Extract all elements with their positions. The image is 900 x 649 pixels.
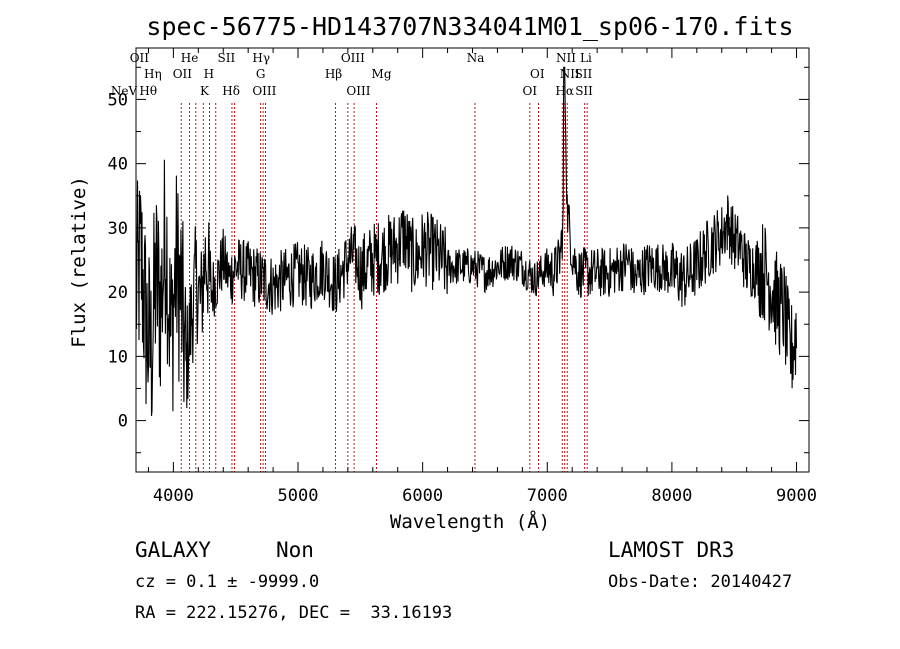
- spectral-line-label: OII: [173, 67, 193, 81]
- y-axis-label: Flux (relative): [68, 176, 90, 348]
- observation-date: Obs-Date: 20140427: [608, 572, 793, 592]
- y-tick-label: 50: [108, 90, 128, 110]
- y-tick-label: 40: [108, 155, 128, 175]
- spectral-line-label: K: [200, 84, 210, 98]
- spectral-line-label: NeV: [111, 84, 138, 98]
- spectral-line-label: Hθ: [139, 84, 157, 98]
- spectral-line-label: Hη: [144, 67, 162, 81]
- y-tick-label: 30: [108, 219, 128, 239]
- object-class: GALAXY: [135, 538, 211, 562]
- survey-name: LAMOST DR3: [608, 538, 735, 562]
- y-tick-label: 20: [108, 283, 128, 303]
- spectral-line-label: OIII: [341, 51, 365, 65]
- object-subclass: Non: [276, 538, 314, 562]
- spectral-line-label: SII: [575, 84, 593, 98]
- x-axis: 4000 5000 6000 7000 8000 9000: [147, 48, 817, 506]
- chart-title: spec-56775-HD143707N334041M01_sp06-170.f…: [146, 12, 793, 41]
- spectrum-line: [135, 66, 798, 416]
- redshift-info: cz = 0.1 ± -9999.0: [135, 572, 320, 592]
- coordinates-info: RA = 222.15276, DEC = 33.16193: [135, 603, 453, 623]
- spectral-line-label: OIII: [346, 84, 370, 98]
- spectral-line-label: SII: [218, 51, 236, 65]
- spectral-line-label: OI: [530, 67, 545, 81]
- spectral-line-label: OII: [130, 51, 150, 65]
- spectral-line-label: SII: [575, 67, 593, 81]
- spectral-line-labels: NeVOIIOIIHθHeHηKHSIIHδHγGOIIIOIIIHβOIIIM…: [111, 51, 593, 98]
- spectral-line-label: NII: [556, 51, 576, 65]
- x-tick-label: 9000: [776, 486, 817, 506]
- spectral-line-label: Mg: [372, 67, 392, 81]
- x-tick-label: 8000: [651, 486, 692, 506]
- y-tick-label: 0: [118, 412, 128, 432]
- y-axis: 0 10 20 30 40 50: [108, 66, 809, 454]
- spectral-line-label: Li: [580, 51, 592, 65]
- spectral-line-label: Hδ: [222, 84, 240, 98]
- spectral-line-label: G: [256, 67, 266, 81]
- x-tick-label: 7000: [527, 486, 568, 506]
- spectral-line-label: Na: [467, 51, 485, 65]
- y-tick-label: 10: [108, 347, 128, 367]
- spectral-line-label: OI: [523, 84, 538, 98]
- spectral-line-label: Hγ: [252, 51, 270, 65]
- spectral-line-label: H: [204, 67, 214, 81]
- x-tick-label: 4000: [153, 486, 194, 506]
- spectral-line-label: Hβ: [325, 67, 342, 81]
- spectral-line-label: OIII: [252, 84, 276, 98]
- x-tick-label: 5000: [278, 486, 319, 506]
- x-axis-label: Wavelength (Å): [390, 510, 550, 533]
- x-tick-label: 6000: [402, 486, 443, 506]
- spectral-line-label: He: [181, 51, 199, 65]
